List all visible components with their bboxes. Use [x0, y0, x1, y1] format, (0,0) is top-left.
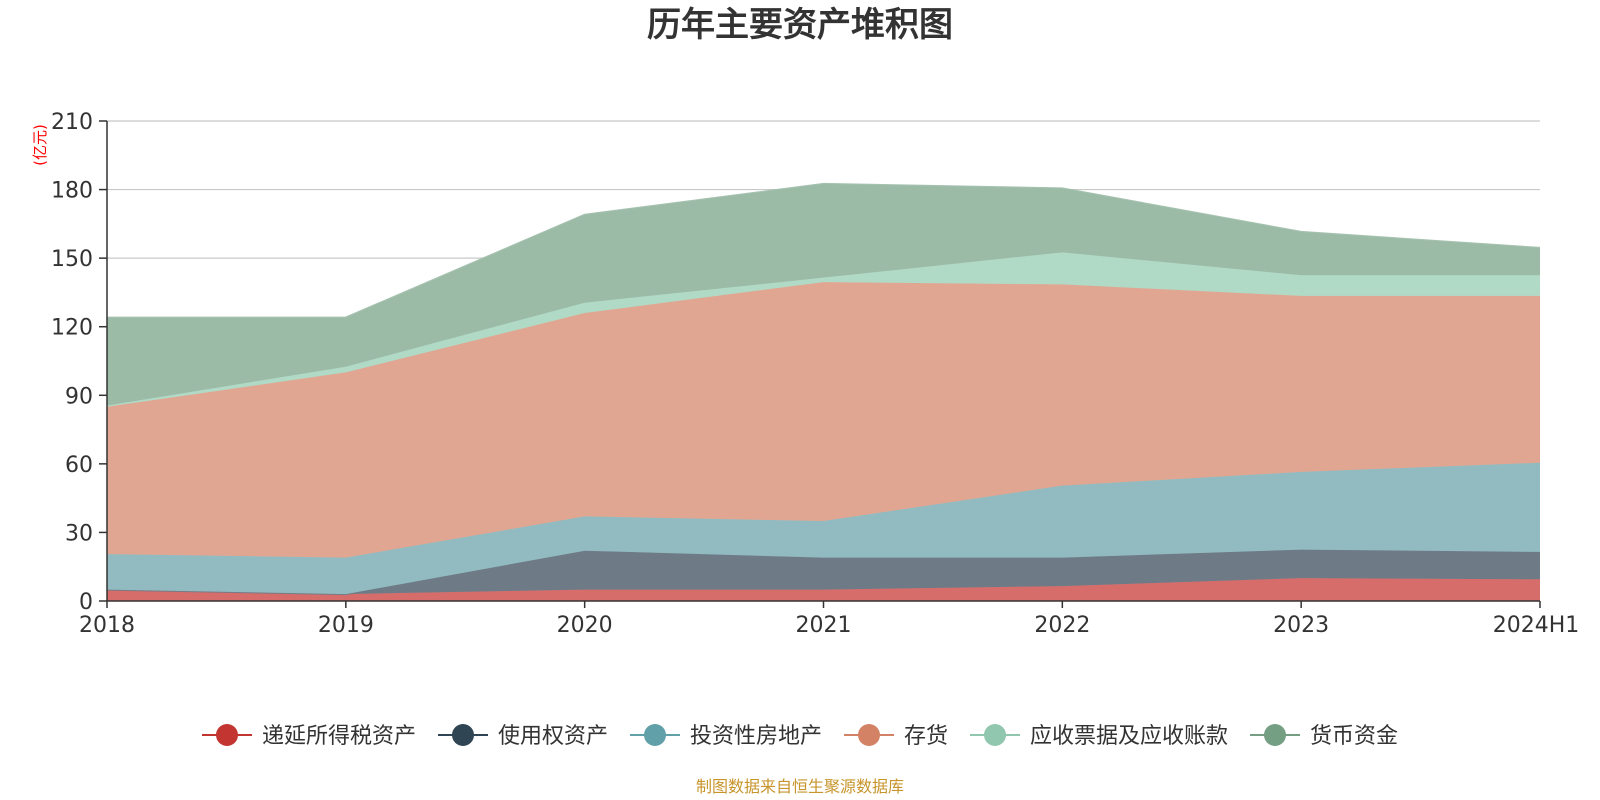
legend-item-0[interactable]: 递延所得税资产 — [202, 724, 416, 749]
y-tick-label: 60 — [65, 453, 93, 478]
area-series-5 — [107, 183, 1540, 406]
legend-item-3[interactable]: 存货 — [844, 724, 948, 749]
x-tick-label: 2019 — [318, 613, 374, 638]
legend-label: 应收票据及应收账款 — [1030, 724, 1228, 749]
legend-label: 存货 — [904, 724, 948, 749]
y-tick-label: 30 — [65, 521, 93, 546]
y-tick-label: 0 — [79, 590, 93, 615]
legend-circle-marker — [984, 724, 1006, 746]
area-series-0 — [107, 578, 1540, 601]
x-tick-label: 2018 — [79, 613, 135, 638]
y-tick-label: 150 — [51, 247, 93, 272]
legend-item-2[interactable]: 投资性房地产 — [630, 724, 822, 749]
legend-item-4[interactable]: 应收票据及应收账款 — [970, 724, 1228, 749]
area-series-3 — [107, 282, 1540, 558]
x-tick-label: 2023 — [1273, 613, 1329, 638]
y-tick-label: 180 — [51, 179, 93, 204]
legend-label: 递延所得税资产 — [262, 724, 416, 749]
legend: 递延所得税资产 使用权资产 投资性房地产 存货 应收票据及应收账款 货币资金 — [202, 724, 1398, 749]
y-axis-unit-label: (亿元) — [31, 124, 49, 166]
y-tick-label: 120 — [51, 316, 93, 341]
area-series-group — [106, 182, 1541, 601]
x-tick-label: 2024H1 — [1493, 613, 1580, 638]
chart-title: 历年主要资产堆积图 — [647, 5, 953, 45]
legend-item-1[interactable]: 使用权资产 — [438, 724, 608, 749]
legend-label: 投资性房地产 — [690, 724, 822, 749]
x-tick-label: 2021 — [796, 613, 852, 638]
y-tick-label: 90 — [65, 384, 93, 409]
legend-circle-marker — [644, 724, 666, 746]
legend-label: 货币资金 — [1310, 724, 1398, 749]
legend-circle-marker — [216, 724, 238, 746]
area-series-2 — [107, 462, 1540, 595]
legend-circle-marker — [1264, 724, 1286, 746]
y-axis-ticks: 0 30 60 90 120 150 180 210 — [51, 110, 107, 615]
x-axis-ticks: 2018 2019 2020 2021 2022 2023 2024H1 — [79, 601, 1579, 638]
legend-label: 使用权资产 — [498, 724, 608, 749]
legend-circle-marker — [858, 724, 880, 746]
legend-circle-marker — [452, 724, 474, 746]
legend-item-5[interactable]: 货币资金 — [1250, 724, 1398, 749]
area-series-edge-5 — [107, 182, 1541, 319]
y-tick-label: 210 — [51, 110, 93, 135]
x-tick-label: 2020 — [557, 613, 613, 638]
area-series-1 — [107, 549, 1540, 595]
data-source-note: 制图数据来自恒生聚源数据库 — [696, 777, 904, 796]
x-tick-label: 2022 — [1034, 613, 1090, 638]
